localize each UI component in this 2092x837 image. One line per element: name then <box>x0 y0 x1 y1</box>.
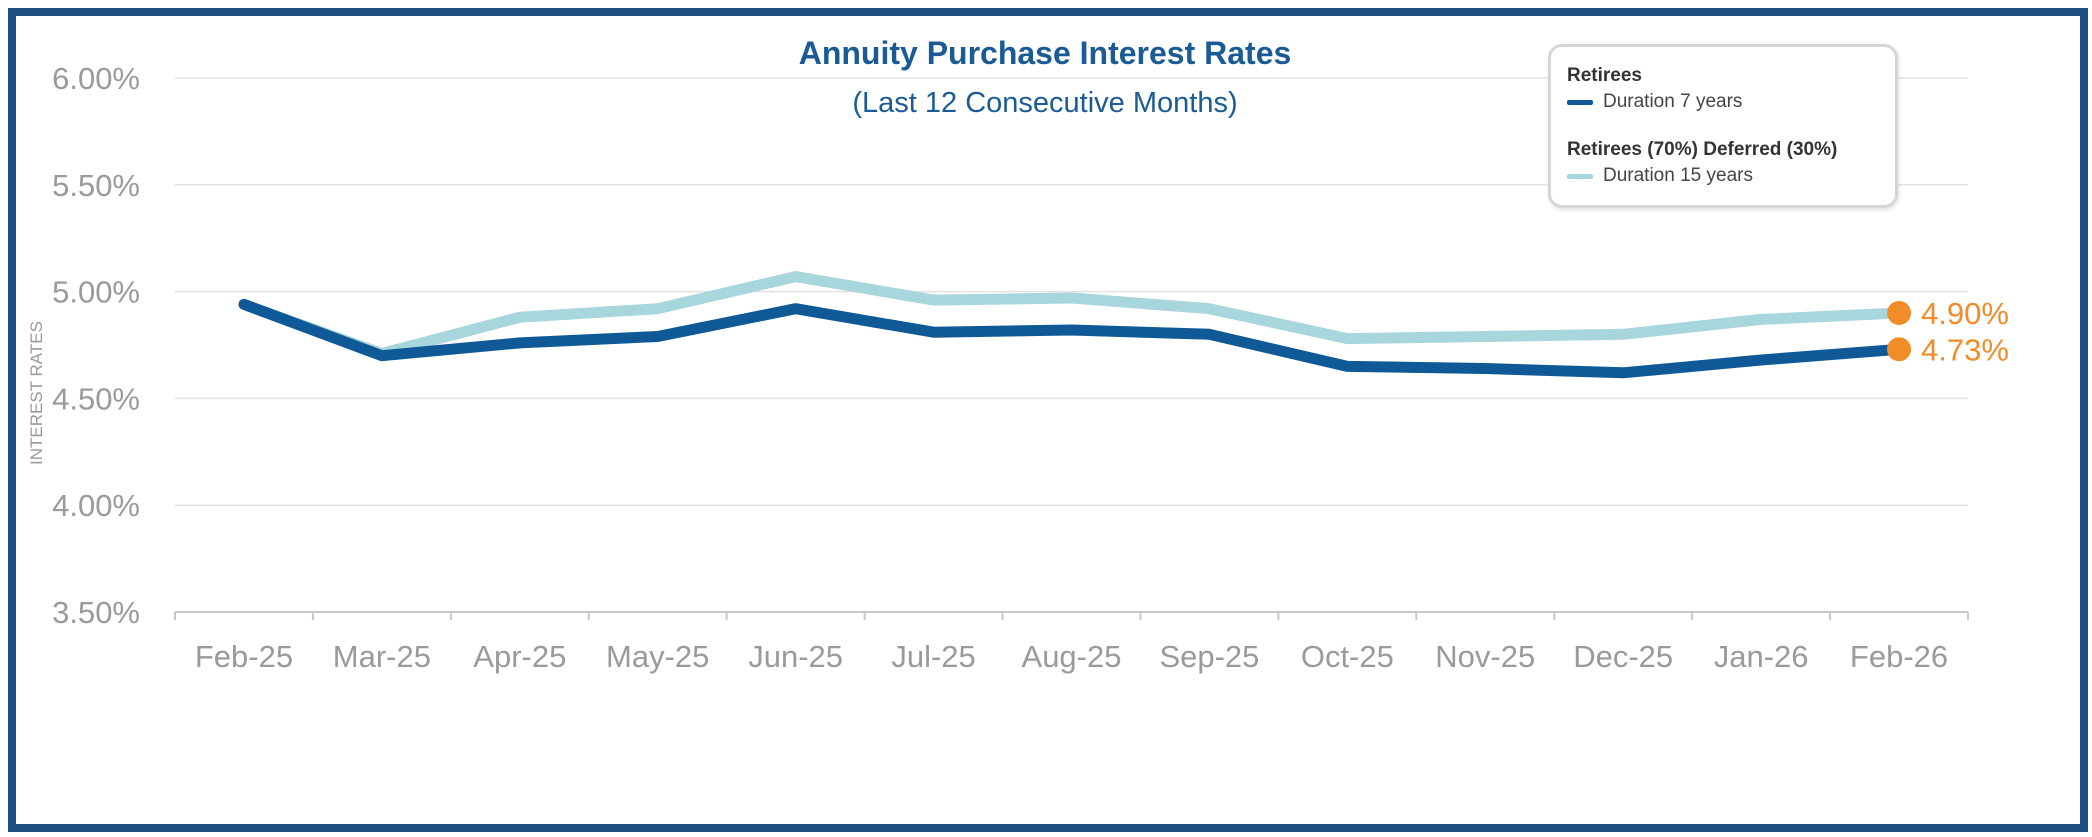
y-tick-label: 5.50% <box>52 168 140 203</box>
end-marker-series-1 <box>1887 337 1912 362</box>
end-label-series-1: 4.73% <box>1921 332 2009 367</box>
chart-subtitle: (Last 12 Consecutive Months) <box>852 87 1237 119</box>
legend: Retirees Duration 7 years Retirees (70%)… <box>1548 44 1898 208</box>
y-tick-label: 5.00% <box>52 275 140 310</box>
x-tick-label: Nov-25 <box>1435 639 1535 674</box>
x-tick-label: Jun-25 <box>748 639 843 674</box>
legend-series-2-entry: Duration 15 years <box>1567 165 1753 187</box>
chart-title: Annuity Purchase Interest Rates <box>799 35 1292 71</box>
legend-series-2-name: Retirees (70%) Deferred (30%) <box>1567 139 1838 160</box>
legend-series-1-name: Retirees <box>1567 65 1642 86</box>
y-tick-label: 4.00% <box>52 488 140 523</box>
legend-series-2-swatch <box>1567 173 1593 179</box>
x-tick-label: Sep-25 <box>1159 639 1259 674</box>
x-tick-label: May-25 <box>606 639 709 674</box>
x-tick-label: Mar-25 <box>333 639 431 674</box>
x-tick-label: Aug-25 <box>1022 639 1122 674</box>
series-line-2 <box>238 271 1905 359</box>
y-axis-label: INTEREST RATES <box>27 321 46 465</box>
series-line-1 <box>238 298 1905 379</box>
x-tick-label: Jul-25 <box>891 639 975 674</box>
y-tick-label: 3.50% <box>52 595 140 630</box>
legend-series-1-entry: Duration 7 years <box>1567 91 1742 113</box>
x-tick-label: Apr-25 <box>473 639 566 674</box>
x-tick-label: Oct-25 <box>1301 639 1394 674</box>
y-tick-label: 6.00% <box>52 61 140 96</box>
x-tick-label: Feb-26 <box>1850 639 1948 674</box>
x-tick-label: Jan-26 <box>1714 639 1809 674</box>
y-tick-label: 4.50% <box>52 381 140 416</box>
legend-series-1-detail: Duration 7 years <box>1603 91 1743 112</box>
end-marker-series-2 <box>1887 300 1912 325</box>
end-label-series-2: 4.90% <box>1921 296 2009 331</box>
x-tick-label: Feb-25 <box>195 639 293 674</box>
x-tick-label: Dec-25 <box>1573 639 1673 674</box>
legend-series-1-swatch <box>1567 99 1593 105</box>
legend-series-2-detail: Duration 15 years <box>1603 165 1753 186</box>
